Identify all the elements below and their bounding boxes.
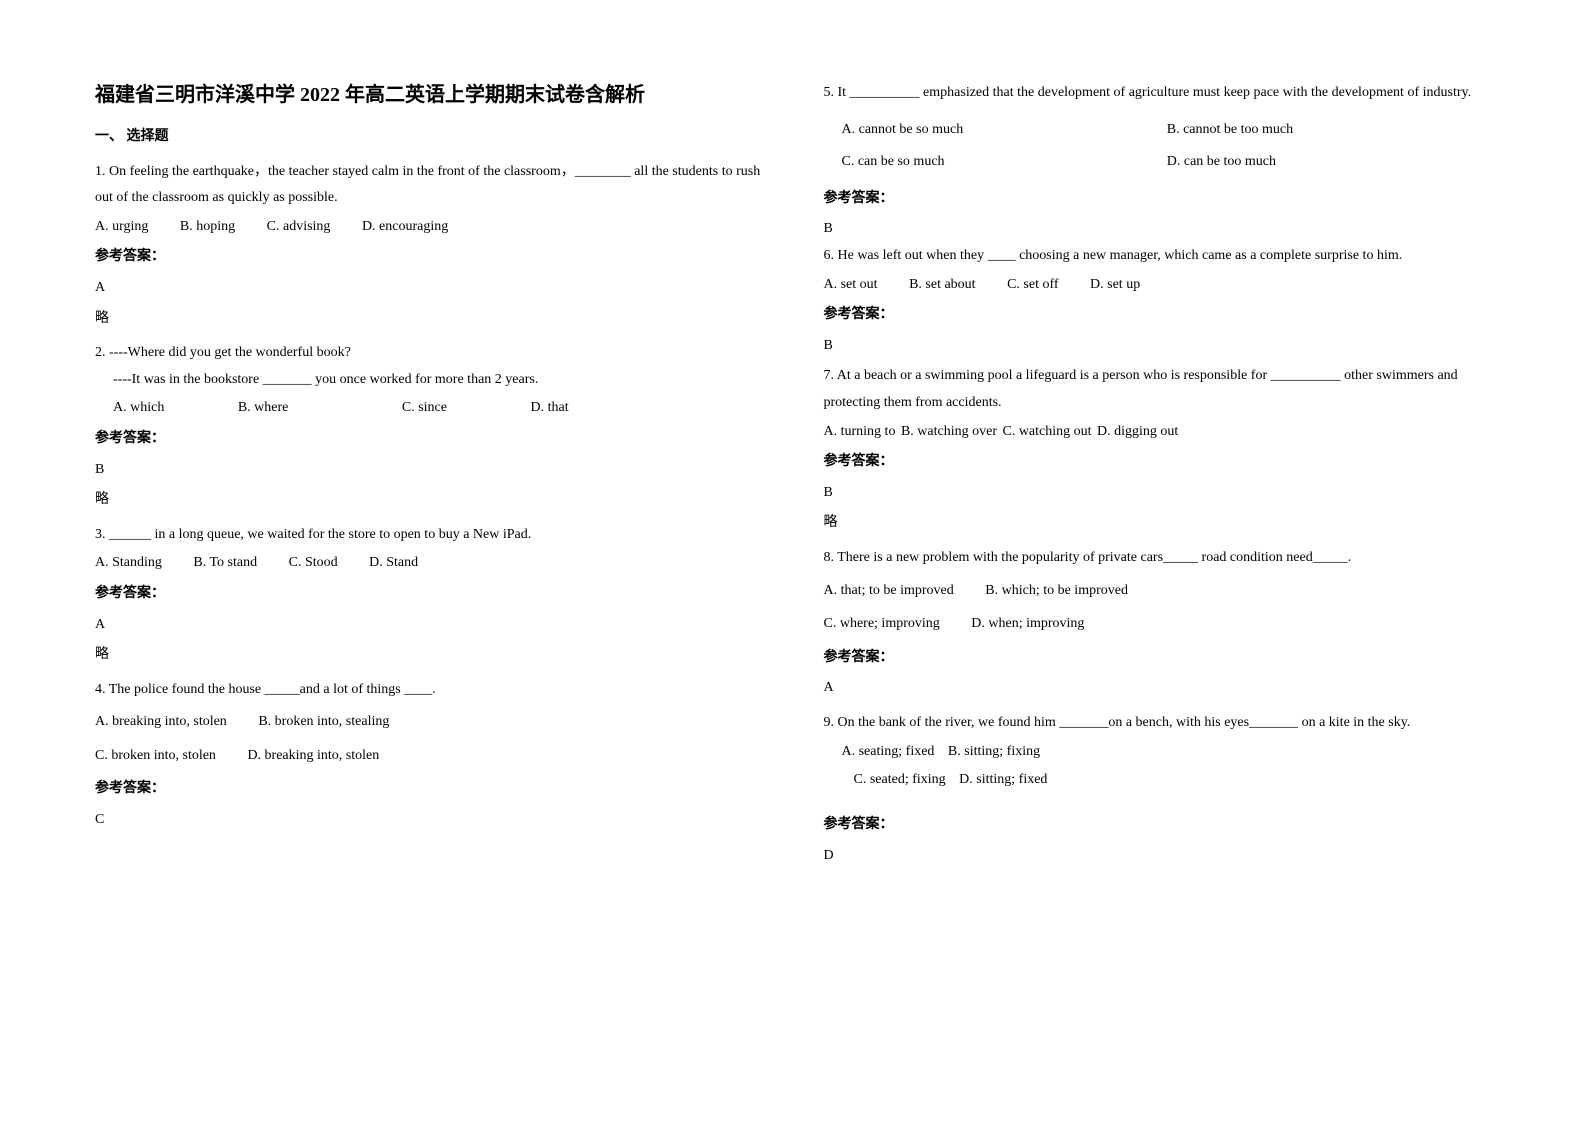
- question-3-options: A. Standing B. To stand C. Stood D. Stan…: [95, 550, 764, 577]
- q7-opt-d: D. digging out: [1097, 419, 1178, 446]
- q6-answer-label: 参考答案：: [824, 302, 1493, 329]
- q9-opt-a: A. seating; fixed: [842, 738, 935, 766]
- q7-answer: B: [824, 480, 1493, 507]
- q8-opt-c: C. where; improving: [824, 607, 940, 641]
- q7-opt-c: C. watching out: [1002, 419, 1091, 446]
- q1-opt-c: C. advising: [267, 214, 331, 241]
- q4-opt-a: A. breaking into, stolen: [95, 705, 227, 739]
- q4-opt-c: C. broken into, stolen: [95, 739, 216, 773]
- q8-answer: A: [824, 675, 1493, 702]
- question-1-options: A. urging B. hoping C. advising D. encou…: [95, 214, 764, 241]
- q2-opt-c: C. since: [402, 395, 447, 422]
- question-4: 4. The police found the house _____and a…: [95, 677, 764, 704]
- question-2-options: A. which B. where C. since D. that: [95, 395, 764, 422]
- question-9: 9. On the bank of the river, we found hi…: [824, 710, 1493, 737]
- q6-answer: B: [824, 333, 1493, 360]
- q1-opt-b: B. hoping: [180, 214, 235, 241]
- q7-answer-label: 参考答案：: [824, 449, 1493, 476]
- question-2-line1: 2. ----Where did you get the wonderful b…: [95, 340, 764, 367]
- q9-answer: D: [824, 843, 1493, 870]
- left-column: 福建省三明市洋溪中学 2022 年高二英语上学期期末试卷含解析 一、 选择题 1…: [95, 80, 764, 870]
- q5-text: 5. It __________ emphasized that the dev…: [824, 80, 1493, 107]
- q3-skip: 略: [95, 642, 764, 669]
- question-8: 8. There is a new problem with the popul…: [824, 545, 1493, 572]
- question-5-options: A. cannot be so much B. cannot be too mu…: [824, 117, 1493, 182]
- q7-skip: 略: [824, 510, 1493, 537]
- q4-opt-b: B. broken into, stealing: [258, 705, 389, 739]
- q2-skip: 略: [95, 487, 764, 514]
- q1-answer-label: 参考答案：: [95, 244, 764, 271]
- question-8-options: A. that; to be improved B. which; to be …: [824, 574, 1493, 641]
- q6-opt-c: C. set off: [1007, 272, 1058, 299]
- question-6: 6. He was left out when they ____ choosi…: [824, 243, 1493, 270]
- q1-answer: A: [95, 275, 764, 302]
- question-1: 1. On feeling the earthquake，the teacher…: [95, 159, 764, 212]
- q5-answer: B: [824, 216, 1493, 243]
- q3-answer-label: 参考答案：: [95, 581, 764, 608]
- q7-opt-a: A. turning to: [824, 419, 896, 446]
- q2-opt-a: A. which: [113, 395, 164, 422]
- question-7: 7. At a beach or a swimming pool a lifeg…: [824, 363, 1493, 416]
- q2-opt-d: D. that: [530, 395, 568, 422]
- question-5: 5. It __________ emphasized that the dev…: [824, 80, 1493, 107]
- q2-answer: B: [95, 457, 764, 484]
- q8-answer-label: 参考答案：: [824, 645, 1493, 672]
- q9-opt-c: C. seated; fixing: [854, 766, 946, 794]
- q3-opt-c: C. Stood: [289, 550, 338, 577]
- q9-opt-d: D. sitting; fixed: [959, 766, 1047, 794]
- q2-answer-label: 参考答案：: [95, 426, 764, 453]
- q5-opt-a: A. cannot be so much: [842, 117, 1167, 144]
- question-9-options: A. seating; fixed B. sitting; fixing C. …: [824, 738, 1493, 794]
- right-column: 5. It __________ emphasized that the dev…: [824, 80, 1493, 870]
- q4-opt-d: D. breaking into, stolen: [247, 739, 379, 773]
- q5-opt-d: D. can be too much: [1167, 149, 1492, 176]
- q4-answer: C: [95, 807, 764, 834]
- q8-opt-b: B. which; to be improved: [985, 574, 1128, 608]
- q3-opt-b: B. To stand: [193, 550, 257, 577]
- q6-opt-a: A. set out: [824, 272, 878, 299]
- q3-answer: A: [95, 612, 764, 639]
- q7-opt-b: B. watching over: [901, 419, 997, 446]
- page: 福建省三明市洋溪中学 2022 年高二英语上学期期末试卷含解析 一、 选择题 1…: [0, 0, 1587, 910]
- q8-opt-a: A. that; to be improved: [824, 574, 954, 608]
- question-6-options: A. set out B. set about C. set off D. se…: [824, 272, 1493, 299]
- q3-opt-d: D. Stand: [369, 550, 418, 577]
- q6-opt-b: B. set about: [909, 272, 976, 299]
- q5-opt-c: C. can be so much: [842, 149, 1167, 176]
- q3-opt-a: A. Standing: [95, 550, 162, 577]
- q9-answer-label: 参考答案：: [824, 812, 1493, 839]
- question-7-options: A. turning to B. watching over C. watchi…: [824, 419, 1493, 446]
- q4-answer-label: 参考答案：: [95, 776, 764, 803]
- q2-opt-b: B. where: [238, 395, 289, 422]
- q8-opt-d: D. when; improving: [971, 607, 1084, 641]
- section-heading: 一、 选择题: [95, 124, 764, 151]
- doc-title: 福建省三明市洋溪中学 2022 年高二英语上学期期末试卷含解析: [95, 80, 764, 110]
- q1-skip: 略: [95, 306, 764, 333]
- question-4-options: A. breaking into, stolen B. broken into,…: [95, 705, 764, 772]
- question-2-line2: ----It was in the bookstore _______ you …: [95, 367, 764, 394]
- question-3: 3. ______ in a long queue, we waited for…: [95, 522, 764, 549]
- q1-opt-a: A. urging: [95, 214, 148, 241]
- q5-opt-b: B. cannot be too much: [1167, 117, 1492, 144]
- q9-opt-b: B. sitting; fixing: [948, 738, 1040, 766]
- q5-answer-label: 参考答案：: [824, 186, 1493, 213]
- q1-opt-d: D. encouraging: [362, 214, 448, 241]
- q6-opt-d: D. set up: [1090, 272, 1140, 299]
